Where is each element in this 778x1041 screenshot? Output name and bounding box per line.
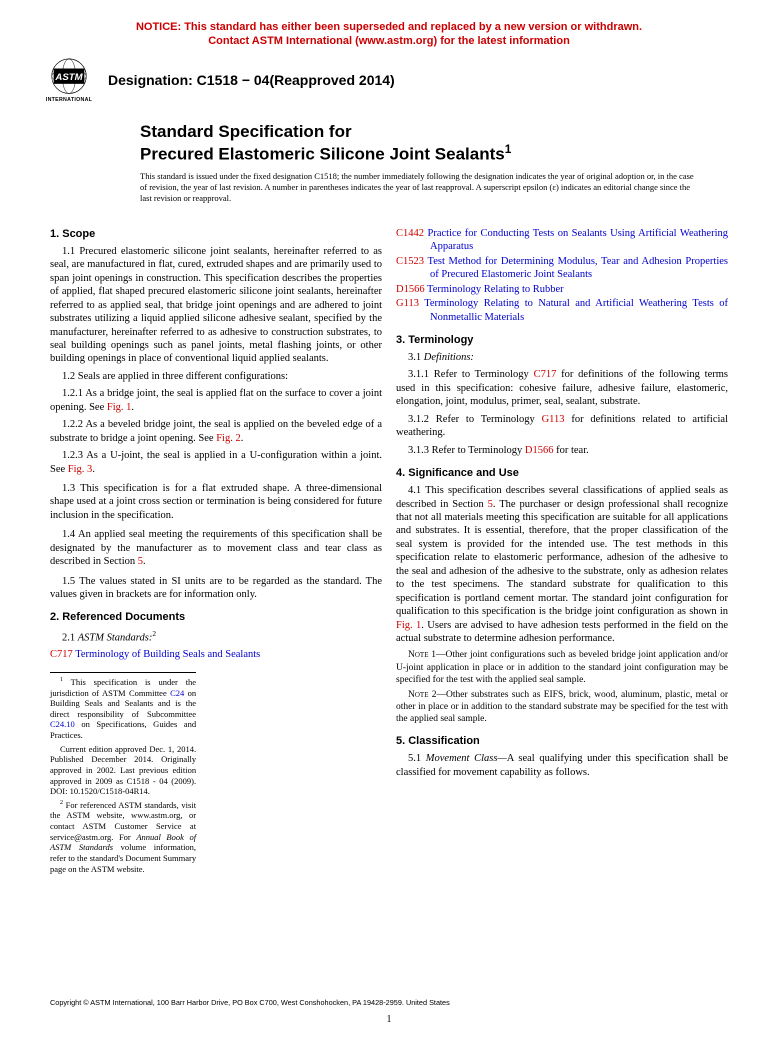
designation: Designation: C1518 − 04(Reapproved 2014) xyxy=(108,72,395,88)
terminology-heading: 3. Terminology xyxy=(396,333,728,347)
issuance-note: This standard is issued under the fixed … xyxy=(140,171,698,204)
fig1-link[interactable]: Fig. 1 xyxy=(107,402,132,413)
significance-heading: 4. Significance and Use xyxy=(396,466,728,480)
notice-banner: NOTICE: This standard has either been su… xyxy=(50,20,728,49)
scope-heading: 1. Scope xyxy=(50,227,382,241)
para-3-1-2: 3.1.2 Refer to Terminology G113 for defi… xyxy=(396,413,728,440)
ref-g113[interactable]: G113 Terminology Relating to Natural and… xyxy=(396,297,728,324)
d1566-link[interactable]: D1566 xyxy=(525,445,554,456)
document-title: Standard Specification for Precured Elas… xyxy=(140,121,728,165)
note-1: Note 1—Other joint configurations such a… xyxy=(396,649,728,685)
notice-line1: NOTICE: This standard has either been su… xyxy=(136,21,642,33)
classification-heading: 5. Classification xyxy=(396,734,728,748)
footnotes: 1 This specification is under the jurisd… xyxy=(50,672,196,874)
para-1-2: 1.2 Seals are applied in three different… xyxy=(50,370,382,383)
para-4-1: 4.1 This specification describes several… xyxy=(396,484,728,645)
para-3-1-1: 3.1.1 Refer to Terminology C717 for defi… xyxy=(396,368,728,408)
para-1-2-2: 1.2.2 As a beveled bridge joint, the sea… xyxy=(50,418,382,445)
para-1-2-1: 1.2.1 As a bridge joint, the seal is app… xyxy=(50,387,382,414)
ref-d1566[interactable]: D1566 Terminology Relating to Rubber xyxy=(396,283,728,296)
svg-text:INTERNATIONAL: INTERNATIONAL xyxy=(46,97,93,103)
para-1-3: 1.3 This specification is for a flat ext… xyxy=(50,482,382,522)
para-3-1-3: 3.1.3 Refer to Terminology D1566 for tea… xyxy=(396,444,728,457)
refdocs-heading: 2. Referenced Documents xyxy=(50,610,382,624)
c717-link[interactable]: C717 xyxy=(534,369,557,380)
para-3-1: 3.1 Definitions: xyxy=(396,351,728,364)
para-1-4: 1.4 An applied seal meeting the requirem… xyxy=(50,528,382,568)
fig3-link[interactable]: Fig. 3 xyxy=(68,464,93,475)
para-5-1: 5.1 Movement Class—A seal qualifying und… xyxy=(396,752,728,779)
ref-c1442[interactable]: C1442 Practice for Conducting Tests on S… xyxy=(396,227,728,254)
fig1-link-2[interactable]: Fig. 1 xyxy=(396,620,421,631)
body-columns: 1. Scope 1.1 Precured elastomeric silico… xyxy=(50,218,728,877)
header: ASTM INTERNATIONAL Designation: C1518 − … xyxy=(40,57,728,103)
page-number: 1 xyxy=(0,1014,778,1025)
para-1-1: 1.1 Precured elastomeric silicone joint … xyxy=(50,245,382,366)
g113-link[interactable]: G113 xyxy=(542,414,565,425)
para-1-5: 1.5 The values stated in SI units are to… xyxy=(50,575,382,602)
astm-logo-icon: ASTM INTERNATIONAL xyxy=(40,57,98,103)
right-column: C1442 Practice for Conducting Tests on S… xyxy=(396,218,728,877)
notice-line2: Contact ASTM International (www.astm.org… xyxy=(208,35,570,47)
c24-link[interactable]: C24 xyxy=(170,688,184,698)
ref-c1523[interactable]: C1523 Test Method for Determining Modulu… xyxy=(396,255,728,282)
para-2-1: 2.1 ASTM Standards:2 xyxy=(50,629,382,645)
para-1-2-3: 1.2.3 As a U-joint, the seal is applied … xyxy=(50,449,382,476)
copyright: Copyright © ASTM International, 100 Barr… xyxy=(50,998,450,1007)
title-line1: Standard Specification for xyxy=(140,121,728,142)
svg-text:ASTM: ASTM xyxy=(54,72,83,83)
footnote-1b: Current edition approved Dec. 1, 2014. P… xyxy=(50,744,196,797)
footnote-1: 1 This specification is under the jurisd… xyxy=(50,677,196,741)
left-column: 1. Scope 1.1 Precured elastomeric silico… xyxy=(50,218,382,877)
title-line2: Precured Elastomeric Silicone Joint Seal… xyxy=(140,142,728,165)
footnote-2: 2 For referenced ASTM standards, visit t… xyxy=(50,800,196,874)
c2410-link[interactable]: C24.10 xyxy=(50,719,75,729)
ref-c717[interactable]: C717 Terminology of Building Seals and S… xyxy=(50,648,382,661)
note-2: Note 2—Other substrates such as EIFS, br… xyxy=(396,689,728,725)
fig2-link[interactable]: Fig. 2 xyxy=(216,433,241,444)
